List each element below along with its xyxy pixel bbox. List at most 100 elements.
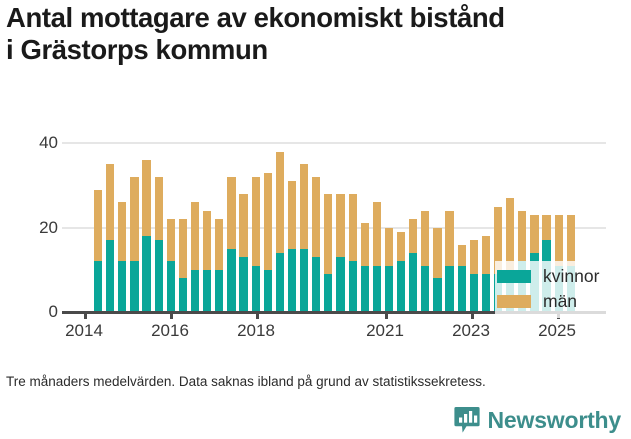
bar-group[interactable] (348, 193, 357, 312)
y-tick-label-0: 0 (48, 302, 58, 321)
chart-legend: kvinnor män (495, 261, 617, 318)
bar-group[interactable] (130, 176, 139, 312)
bar-segment-kvinnor (421, 265, 430, 312)
bar-segment-kvinnor (94, 261, 103, 312)
gridline-20 (62, 226, 606, 229)
bar-segment-man (566, 214, 575, 266)
bar-segment-man (106, 164, 115, 241)
bar-segment-kvinnor (142, 236, 151, 312)
newsworthy-wordmark: Newsworthy (487, 406, 622, 433)
bar-segment-man (360, 223, 369, 266)
bar-segment-kvinnor (106, 240, 115, 312)
bar-segment-kvinnor (203, 269, 212, 312)
bar-segment-man (372, 202, 381, 266)
x-axis-line (62, 311, 606, 314)
y-tick-label-20: 20 (39, 217, 58, 237)
bar-group[interactable] (154, 176, 163, 312)
bar-segment-kvinnor (312, 257, 321, 312)
bar-segment-man (542, 214, 551, 241)
bar-group[interactable] (372, 202, 381, 312)
bar-segment-kvinnor (239, 257, 248, 312)
bar-segment-kvinnor (190, 269, 200, 312)
bar-group[interactable] (94, 189, 103, 312)
x-axis-tick (385, 312, 388, 319)
newsworthy-logo[interactable]: Newsworthy (453, 406, 622, 434)
bar-group[interactable] (445, 210, 454, 312)
bar-group[interactable] (433, 227, 442, 312)
bar-group[interactable] (227, 176, 236, 312)
bar-segment-kvinnor (481, 274, 491, 312)
bar-group[interactable] (203, 210, 212, 312)
bar-group[interactable] (360, 223, 369, 312)
bar-segment-kvinnor (263, 269, 272, 312)
legend-item-man[interactable]: män (497, 289, 615, 314)
bar-segment-man (469, 240, 478, 275)
bar-group[interactable] (457, 244, 466, 312)
bar-group[interactable] (324, 193, 333, 312)
bar-group[interactable] (251, 176, 260, 312)
bar-group[interactable] (275, 151, 284, 312)
bar-series-container (0, 120, 631, 312)
bar-group[interactable] (409, 219, 418, 312)
bar-segment-kvinnor (457, 265, 466, 312)
bar-segment-kvinnor (300, 248, 309, 312)
x-tick-label-2016: 2016 (151, 321, 189, 340)
bar-segment-kvinnor (251, 265, 260, 312)
bar-segment-man (421, 210, 430, 266)
x-axis-tick (170, 312, 173, 319)
bar-group[interactable] (384, 227, 394, 312)
bar-segment-man (445, 210, 454, 266)
bar-group[interactable] (190, 202, 200, 312)
legend-item-kvinnor[interactable]: kvinnor (497, 264, 615, 289)
bar-segment-man (190, 202, 200, 270)
bar-segment-kvinnor (433, 278, 442, 312)
bar-group[interactable] (481, 236, 491, 312)
bar-group[interactable] (397, 231, 406, 312)
bar-segment-man (203, 210, 212, 270)
bar-segment-man (384, 227, 394, 266)
legend-swatch-kvinnor (497, 270, 531, 283)
bar-segment-kvinnor (178, 278, 188, 312)
bar-segment-man (336, 193, 345, 258)
bar-segment-man (287, 181, 297, 249)
bar-segment-man (227, 176, 236, 249)
x-axis-tick (84, 312, 87, 319)
bar-segment-kvinnor (397, 261, 406, 312)
y-tick-label-40: 40 (39, 133, 58, 152)
bar-group[interactable] (300, 164, 309, 312)
bar-group[interactable] (118, 202, 127, 312)
bar-group[interactable] (421, 210, 430, 312)
bar-group[interactable] (239, 193, 248, 312)
bar-segment-man (239, 193, 248, 258)
bar-segment-kvinnor (275, 252, 284, 312)
bar-group[interactable] (469, 240, 478, 312)
bar-segment-man (215, 219, 224, 270)
x-tick-label-2014: 2014 (65, 321, 103, 340)
bar-segment-man (300, 164, 309, 249)
bar-segment-man (457, 244, 466, 266)
bar-segment-kvinnor (336, 257, 345, 312)
bar-group[interactable] (336, 193, 345, 312)
bar-group[interactable] (142, 160, 151, 312)
bar-group[interactable] (178, 219, 188, 312)
bar-segment-man (312, 176, 321, 258)
bar-segment-man (433, 227, 442, 279)
gridline-40 (62, 142, 606, 144)
bar-segment-kvinnor (287, 248, 297, 312)
x-axis-tick (256, 312, 259, 319)
bar-group[interactable] (312, 176, 321, 312)
bar-segment-man (154, 176, 163, 241)
bar-group[interactable] (215, 219, 224, 312)
bar-group[interactable] (166, 219, 175, 312)
bar-segment-kvinnor (154, 240, 163, 312)
bar-group[interactable] (263, 172, 272, 312)
bar-segment-man (324, 193, 333, 275)
bar-segment-man (348, 193, 357, 262)
bar-segment-man (397, 231, 406, 262)
bar-segment-kvinnor (469, 274, 478, 312)
x-tick-label-2021: 2021 (366, 321, 404, 340)
bar-group[interactable] (106, 164, 115, 312)
bar-segment-kvinnor (384, 265, 394, 312)
bar-group[interactable] (287, 181, 297, 312)
